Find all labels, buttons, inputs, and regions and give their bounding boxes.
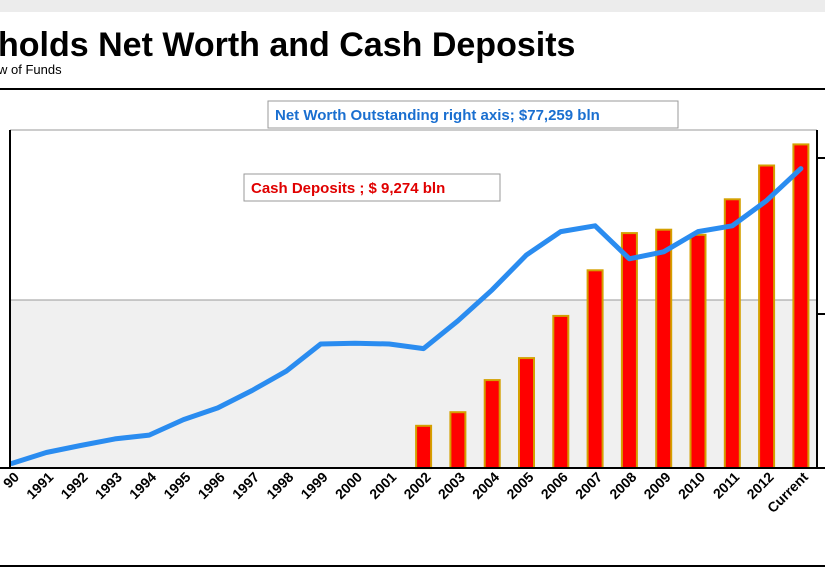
x-tick-2006: 2006 [538,469,571,502]
x-tick-2011: 2011 [710,469,743,502]
bar-2012 [758,164,776,469]
chart-title: holds Net Worth and Cash Deposits [0,26,575,64]
x-tick-1993: 1993 [92,469,125,502]
x-tick-2003: 2003 [435,469,468,502]
bar-2009 [655,228,673,469]
header-band [0,0,825,12]
x-tick-1998: 1998 [263,469,296,502]
bar-2004 [483,379,501,470]
x-tick-90: 90 [0,469,22,491]
bar-2002 [415,424,433,470]
x-tick-1991: 1991 [23,469,56,502]
bar-Current [792,143,810,469]
x-tick-1996: 1996 [195,469,228,502]
line-series [9,166,804,466]
bar-2005 [518,357,535,470]
cash-deposits-callout: Cash Deposits ; $ 9,274 bln [243,173,501,202]
x-tick-2004: 2004 [469,469,502,502]
x-tick-2001: 2001 [366,469,399,502]
bar-2006 [552,314,570,469]
net-worth-callout-text: Net Worth Outstanding right axis; $77,25… [275,107,600,124]
x-tick-1994: 1994 [126,469,159,502]
gridlines [10,129,817,301]
bar-2003 [449,411,467,470]
plot-area [10,130,817,468]
x-tick-1995: 1995 [160,469,193,502]
net-worth-callout-box [267,100,679,129]
x-tick-1999: 1999 [297,469,330,502]
plot-bg-lower [10,300,817,468]
cash-deposits-callout-text: Cash Deposits ; $ 9,274 bln [251,180,445,197]
x-tick-2010: 2010 [675,469,708,502]
x-tick-2008: 2008 [606,469,639,502]
net-worth-callout: Net Worth Outstanding right axis; $77,25… [267,100,679,129]
bar-2007 [586,269,604,469]
net-worth-line [9,166,804,466]
cash-deposits-callout-box [243,173,501,202]
x-tick-2000: 2000 [332,469,365,502]
plot-bg-upper [10,130,817,300]
chart-subtitle: w of Funds [0,62,62,77]
bar-2010 [689,233,707,469]
bar-2008 [620,232,638,469]
bar-2011 [723,198,741,470]
x-tick-1997: 1997 [229,469,262,502]
x-tick-2002: 2002 [400,469,433,502]
x-tick-labels: 90 1991 1992 1993 1994 1995 1996 1997 1998 1999 20… [0,469,811,516]
x-tick-2007: 2007 [572,469,605,502]
bar-series [415,143,810,470]
x-tick-2005: 2005 [503,469,536,502]
x-tick-1992: 1992 [57,469,90,502]
x-tick-2009: 2009 [640,469,673,502]
axes [0,130,825,469]
